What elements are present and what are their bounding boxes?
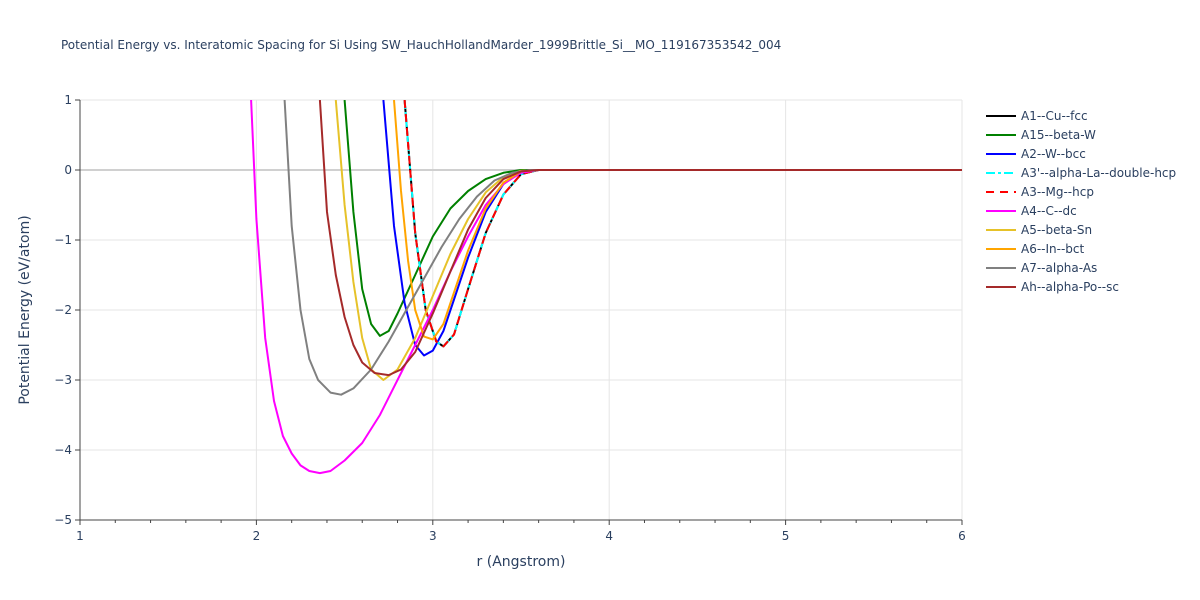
series-line — [403, 100, 962, 348]
legend-item[interactable]: A3'--alpha-La--double-hcp — [986, 163, 1196, 182]
legend-label: Ah--alpha-Po--sc — [1021, 279, 1119, 294]
series-line — [403, 100, 962, 348]
legend-swatch — [986, 228, 1016, 231]
tick-labels: 1 2 3 4 5 6 1 0 −1 −2 −3 −4 −5 — [54, 93, 966, 543]
x-tick-label: 3 — [429, 529, 437, 543]
series-group — [250, 100, 962, 475]
y-tick-label: 0 — [64, 163, 72, 177]
legend-label: A15--beta-W — [1021, 127, 1096, 142]
series-line — [393, 100, 962, 341]
y-tick-label: −1 — [54, 233, 72, 247]
grid-lines — [80, 99, 963, 520]
legend-swatch — [986, 247, 1016, 250]
x-tick-label: 5 — [782, 529, 790, 543]
legend-label: A1--Cu--fcc — [1021, 108, 1088, 123]
x-tick-label: 1 — [76, 529, 84, 543]
legend-item[interactable]: A1--Cu--fcc — [986, 106, 1196, 125]
legend-item[interactable]: A2--W--bcc — [986, 144, 1196, 163]
legend-swatch — [986, 171, 1016, 174]
legend-swatch — [986, 285, 1016, 288]
y-tick-label: −3 — [54, 373, 72, 387]
chart-title: Potential Energy vs. Interatomic Spacing… — [61, 38, 782, 52]
legend-label: A2--W--bcc — [1021, 146, 1086, 161]
legend-label: A4--C--dc — [1021, 203, 1077, 218]
x-tick-label: 2 — [253, 529, 261, 543]
legend: A1--Cu--fcc A15--beta-W A2--W--bcc A3'--alp… — [986, 106, 1196, 296]
legend-swatch — [986, 190, 1016, 193]
legend-item[interactable]: A15--beta-W — [986, 125, 1196, 144]
y-axis-label: Potential Energy (eV/atom) — [17, 215, 33, 405]
x-axis-label: r (Angstrom) — [476, 554, 566, 570]
legend-swatch — [986, 152, 1016, 155]
series-line — [318, 100, 962, 377]
y-tick-label: 1 — [64, 93, 72, 107]
legend-label: A3'--alpha-La--double-hcp — [1021, 165, 1177, 180]
legend-swatch — [986, 266, 1016, 269]
legend-label: A6--In--bct — [1021, 241, 1085, 256]
y-tick-label: −4 — [54, 443, 72, 457]
x-tick-label: 4 — [605, 529, 613, 543]
legend-item[interactable]: A3--Mg--hcp — [986, 182, 1196, 201]
legend-swatch — [986, 209, 1016, 212]
series-line — [403, 100, 962, 348]
series-line — [250, 100, 962, 475]
legend-swatch — [986, 114, 1016, 117]
legend-item[interactable]: A4--C--dc — [986, 201, 1196, 220]
legend-item[interactable]: A7--alpha-As — [986, 258, 1196, 277]
legend-label: A3--Mg--hcp — [1021, 184, 1094, 199]
y-tick-label: −5 — [54, 513, 72, 527]
legend-label: A5--beta-Sn — [1021, 222, 1093, 237]
legend-item[interactable]: A6--In--bct — [986, 239, 1196, 258]
y-tick-label: −2 — [54, 303, 72, 317]
legend-label: A7--alpha-As — [1021, 260, 1098, 275]
legend-item[interactable]: Ah--alpha-Po--sc — [986, 277, 1196, 296]
legend-item[interactable]: A5--beta-Sn — [986, 220, 1196, 239]
x-tick-label: 6 — [958, 529, 966, 543]
axes — [75, 99, 963, 525]
legend-swatch — [986, 133, 1016, 136]
